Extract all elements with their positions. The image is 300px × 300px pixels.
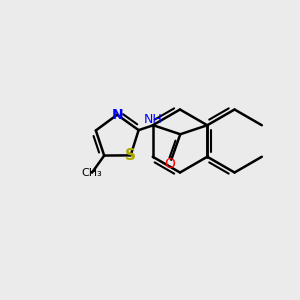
Text: O: O (164, 157, 175, 171)
Text: NH: NH (144, 113, 163, 126)
Text: CH₃: CH₃ (82, 168, 102, 178)
Text: S: S (125, 148, 136, 163)
Text: N: N (111, 108, 123, 122)
